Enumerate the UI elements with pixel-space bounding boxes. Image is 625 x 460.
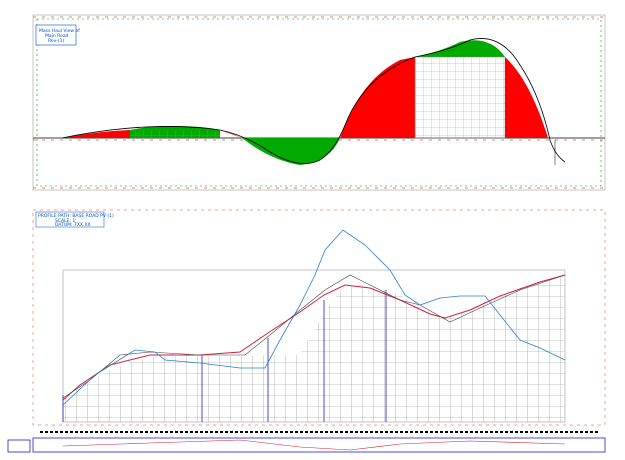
legend-line: SCALE: 1' <box>55 218 76 224</box>
profile-view: PROFILE PATH: BASE ROAD PV (1) SCALE: 1'… <box>32 209 606 433</box>
legend-line: PROFILE PATH: BASE ROAD PV (1) <box>38 213 114 219</box>
legend-line: Main Road <box>45 33 69 39</box>
band-strip <box>7 437 606 453</box>
legend-line: Mass Haul View of <box>39 28 80 34</box>
mass-haul-view: Mass Haul View of Main Road Rev-(1) <box>32 14 606 191</box>
legend-line: Rev-(1) <box>48 38 64 44</box>
legend-line: DATUM: 7XX.XX <box>55 222 91 228</box>
